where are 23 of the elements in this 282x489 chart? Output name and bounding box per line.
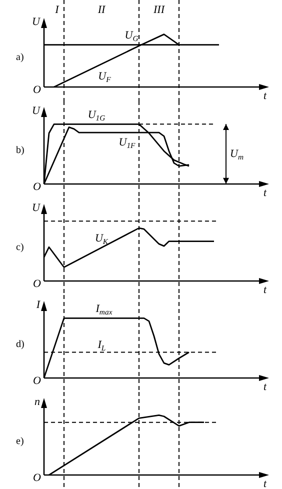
x-axis-title: t: [263, 478, 268, 489]
y-axis-title: U: [32, 104, 42, 117]
y-axis-title: I: [35, 298, 42, 311]
text: O: [33, 278, 42, 290]
text: O: [33, 472, 42, 484]
x-axis-title: t: [263, 284, 268, 296]
text: II: [96, 4, 106, 16]
text: a): [16, 52, 24, 64]
text: O: [33, 374, 42, 387]
text: c): [16, 242, 24, 254]
y-axis-title: U: [32, 202, 42, 214]
text: e): [16, 436, 24, 448]
x-axis-title: t: [263, 380, 268, 393]
text: O: [33, 84, 42, 96]
text: d): [16, 339, 24, 350]
text: b): [16, 145, 24, 156]
x-axis-title: t: [263, 90, 268, 102]
y-axis-title: n: [34, 396, 40, 408]
x-axis-title: t: [263, 186, 268, 199]
text: I: [54, 4, 60, 16]
text: III: [152, 4, 166, 16]
text: O: [33, 180, 42, 193]
y-axis-title: U: [32, 16, 42, 28]
